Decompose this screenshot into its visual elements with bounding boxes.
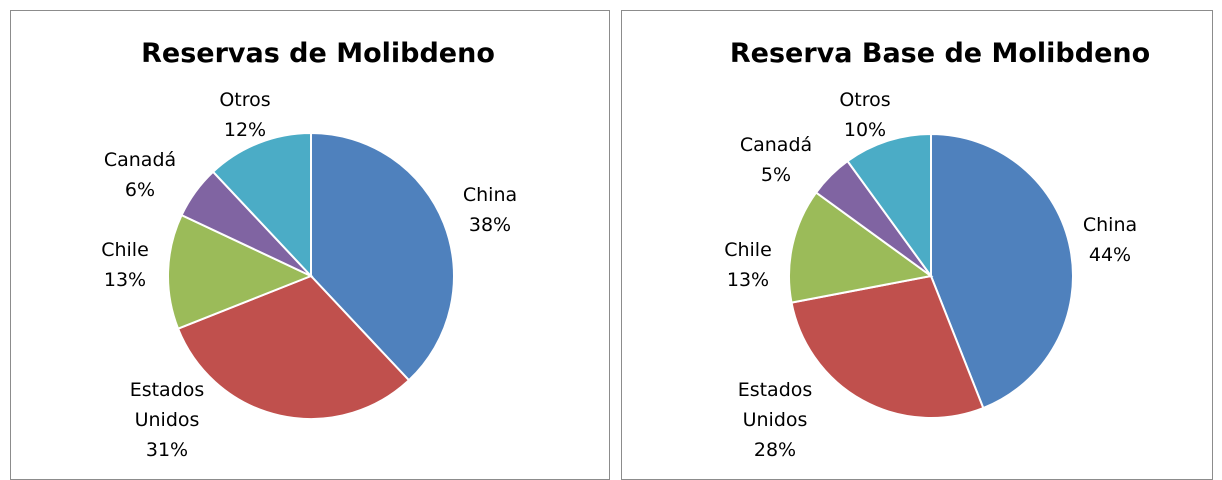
pie-slice [167,213,314,330]
data-label: Chile 13% [77,235,173,295]
pie-slice [788,191,934,304]
value-label: 44% [1088,244,1132,266]
category-label: Otros [219,89,271,111]
data-label: China 38% [442,180,538,240]
value-label: 13% [103,269,147,291]
pie-slice [211,131,312,279]
value-label: 10% [843,119,887,141]
data-label: Chile 13% [700,235,796,295]
data-label: Otros 12% [197,85,293,145]
data-label: Estados Unidos 28% [727,375,823,465]
value-label: 6% [124,179,156,201]
category-label: China [462,184,518,206]
pie-slice [310,131,455,382]
data-label: Estados Unidos 31% [119,375,215,465]
pie-slice [846,132,932,280]
chart-title: Reservas de Molibdeno [141,38,495,69]
pie-slice [790,274,985,419]
data-label: Otros 10% [817,85,913,145]
chart [167,131,1074,420]
category-label: Canadá [103,149,177,171]
category-label: Chile [724,239,772,261]
page: (() => { const data = JSON.parse(documen… [10,10,1213,480]
category-label: Estados Unidos [737,379,813,431]
category-label: Chile [101,239,149,261]
category-label: Canadá [739,134,813,156]
value-label: 13% [726,269,770,291]
value-label: 31% [145,439,189,461]
chart-title: Reserva Base de Molibdeno [729,38,1151,69]
category-label: China [1082,214,1138,236]
data-label: China 44% [1062,210,1158,270]
value-label: 5% [760,164,792,186]
data-label: Canadá 6% [92,145,188,205]
category-label: Otros [839,89,891,111]
category-label: Estados Unidos [129,379,205,431]
data-label: Canadá 5% [728,130,824,190]
value-label: 12% [223,119,267,141]
value-label: 28% [753,439,797,461]
pie-slice [930,132,1074,410]
pie-slice [176,274,411,420]
value-label: 38% [468,214,512,236]
